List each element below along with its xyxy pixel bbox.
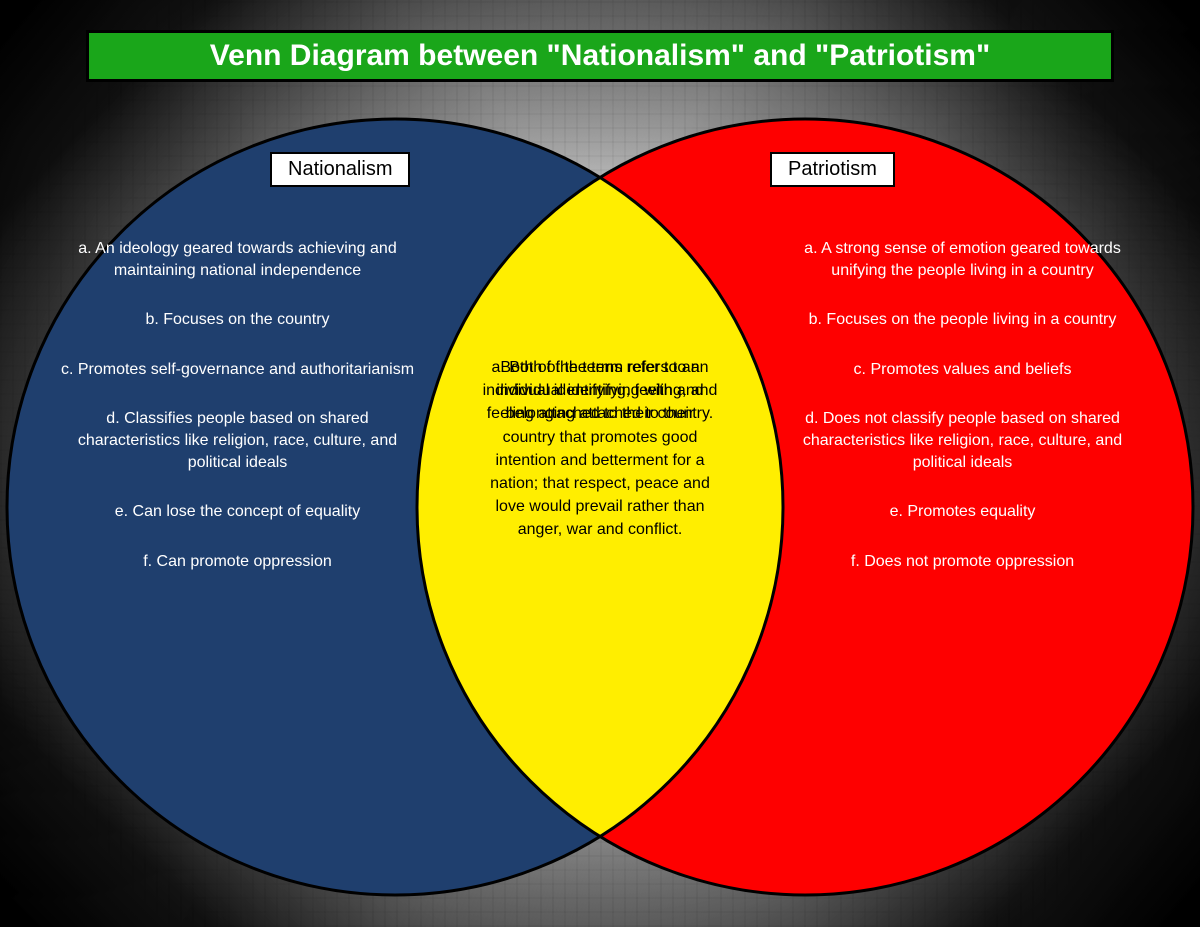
- title-bar: Venn Diagram between "Nationalism" and "…: [86, 30, 1114, 82]
- list-item: e. Can lose the concept of equality: [60, 501, 415, 523]
- title-text: Venn Diagram between "Nationalism" and "…: [210, 39, 990, 73]
- right-circle-label-text: Patriotism: [788, 158, 877, 180]
- right-circle-label: Patriotism: [770, 152, 895, 187]
- list-item: a. An ideology geared towards achieving …: [60, 238, 415, 281]
- list-item: b. Focuses on the people living in a cou…: [785, 309, 1140, 331]
- list-item: d. Classifies people based on shared cha…: [60, 408, 415, 473]
- list-item: c. Promotes self-governance and authorit…: [60, 359, 415, 381]
- list-item: a. A strong sense of emotion geared towa…: [785, 238, 1140, 281]
- list-item: f. Does not promote oppression: [785, 551, 1140, 573]
- left-items: a. An ideology geared towards achieving …: [60, 238, 415, 600]
- list-item: e. Promotes equality: [785, 501, 1140, 523]
- right-items: a. A strong sense of emotion geared towa…: [785, 238, 1140, 600]
- left-circle-label: Nationalism: [270, 152, 410, 187]
- list-item: d. Does not classify people based on sha…: [785, 408, 1140, 473]
- left-circle-label-text: Nationalism: [288, 158, 392, 180]
- center-text-layer-a: a. Both of the term refers to an individ…: [480, 356, 720, 426]
- list-item: c. Promotes values and beliefs: [785, 359, 1140, 381]
- list-item: b. Focuses on the country: [60, 309, 415, 331]
- list-item: f. Can promote oppression: [60, 551, 415, 573]
- center-overlap-text: Both of the terms refer to an individual…: [480, 356, 720, 616]
